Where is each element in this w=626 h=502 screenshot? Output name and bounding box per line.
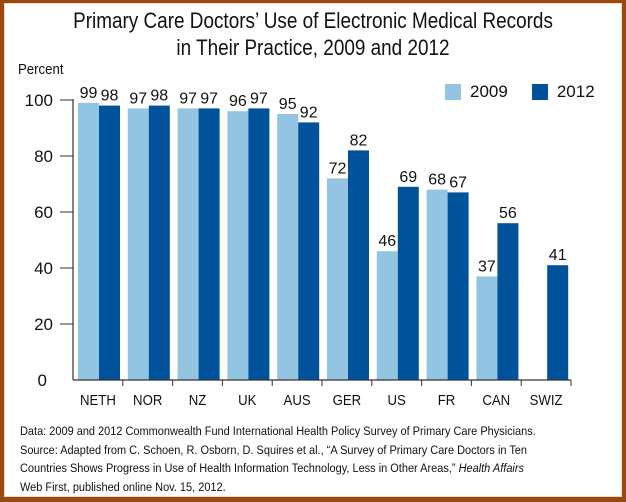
y-tick-label-40: 40 bbox=[34, 259, 53, 278]
data-label-uk-2012: 97 bbox=[250, 90, 268, 107]
data-label-ger-2009: 72 bbox=[329, 160, 347, 177]
data-label-swiz-2012: 41 bbox=[549, 247, 567, 264]
y-tick-label-100: 100 bbox=[25, 91, 53, 110]
bar-fr-2012 bbox=[447, 192, 469, 380]
bar-ger-2012 bbox=[348, 150, 369, 380]
x-tick-label-aus: AUS bbox=[284, 391, 311, 408]
bar-fr-2009 bbox=[426, 189, 448, 380]
chart-title-line-2: in Their Practice, 2009 and 2012 bbox=[176, 35, 450, 60]
bar-uk-2009 bbox=[227, 111, 249, 380]
y-axis-title: Percent bbox=[18, 61, 64, 78]
bar-swiz-2012 bbox=[547, 265, 569, 380]
bar-us-2009 bbox=[376, 251, 398, 380]
chart-footer: Data: 2009 and 2012 Commonwealth Fund In… bbox=[20, 422, 610, 496]
legend-swatch-2009 bbox=[445, 84, 461, 100]
y-tick-label-80: 80 bbox=[34, 147, 53, 166]
data-label-nor-2009: 97 bbox=[129, 90, 147, 107]
x-tick-label-neth: NETH bbox=[80, 391, 116, 408]
x-tick-label-us: US bbox=[388, 391, 406, 408]
footer-source-line-3: Web First, published online Nov. 15, 201… bbox=[20, 479, 226, 494]
bar-nz-2009 bbox=[177, 108, 199, 381]
data-label-nz-2009: 97 bbox=[179, 90, 197, 107]
data-label-can-2009: 37 bbox=[478, 258, 496, 275]
bar-can-2012 bbox=[497, 223, 519, 380]
bar-ger-2009 bbox=[327, 178, 348, 380]
bar-aus-2012 bbox=[298, 122, 320, 381]
legend-label-2009: 2009 bbox=[470, 82, 508, 101]
data-label-uk-2009: 96 bbox=[229, 93, 247, 110]
footer-data-note: Data: 2009 and 2012 Commonwealth Fund In… bbox=[20, 424, 536, 438]
footer-source-text: Countries Shows Progress in Use of Healt… bbox=[20, 461, 459, 475]
data-label-neth-2012: 98 bbox=[101, 88, 119, 105]
footer-journal-name: Health Affairs bbox=[458, 461, 524, 475]
legend: 2009 2012 bbox=[445, 82, 619, 102]
y-tick-label-60: 60 bbox=[34, 203, 53, 222]
data-label-fr-2009: 68 bbox=[428, 172, 446, 189]
footer-source-line-2: Countries Shows Progress in Use of Healt… bbox=[20, 459, 551, 478]
data-label-us-2012: 69 bbox=[399, 169, 417, 186]
bar-neth-2012 bbox=[99, 105, 120, 380]
bar-aus-2009 bbox=[277, 114, 299, 380]
bar-us-2012 bbox=[397, 186, 419, 380]
legend-item-2012: 2012 bbox=[531, 82, 595, 102]
x-tick-label-nor: NOR bbox=[133, 391, 162, 408]
bar-neth-2009 bbox=[78, 102, 99, 381]
data-label-neth-2009: 99 bbox=[80, 85, 98, 102]
chart-title-line-1: Primary Care Doctors’ Use of Electronic … bbox=[73, 8, 553, 33]
x-tick-label-can: CAN bbox=[482, 391, 510, 408]
legend-swatch-2012 bbox=[531, 84, 548, 100]
data-label-nor-2012: 98 bbox=[150, 88, 168, 105]
legend-label-2012: 2012 bbox=[556, 82, 595, 101]
x-tick-label-fr: FR bbox=[438, 391, 456, 408]
x-tick-label-nz: NZ bbox=[189, 391, 207, 408]
footer-source-line-1: Source: Adapted from C. Schoen, R. Osbor… bbox=[20, 442, 528, 457]
data-label-fr-2012: 67 bbox=[449, 174, 467, 191]
y-tick-label-0: 0 bbox=[38, 371, 47, 390]
data-label-can-2012: 56 bbox=[499, 205, 517, 222]
y-tick-label-20: 20 bbox=[34, 315, 53, 334]
x-tick-label-ger: GER bbox=[333, 391, 362, 408]
data-label-aus-2012: 92 bbox=[300, 104, 318, 121]
bar-can-2009 bbox=[476, 276, 498, 380]
x-tick-label-uk: UK bbox=[238, 391, 257, 408]
data-label-us-2009: 46 bbox=[378, 233, 396, 250]
legend-item-2009: 2009 bbox=[445, 82, 508, 102]
bar-nor-2009 bbox=[127, 108, 149, 381]
bar-uk-2012 bbox=[248, 108, 270, 381]
bar-nor-2012 bbox=[148, 105, 170, 380]
data-label-ger-2012: 82 bbox=[350, 132, 368, 149]
data-label-nz-2012: 97 bbox=[200, 90, 218, 107]
x-tick-label-swiz: SWIZ bbox=[530, 391, 563, 408]
data-label-aus-2009: 95 bbox=[279, 96, 297, 113]
bar-nz-2012 bbox=[198, 108, 220, 381]
